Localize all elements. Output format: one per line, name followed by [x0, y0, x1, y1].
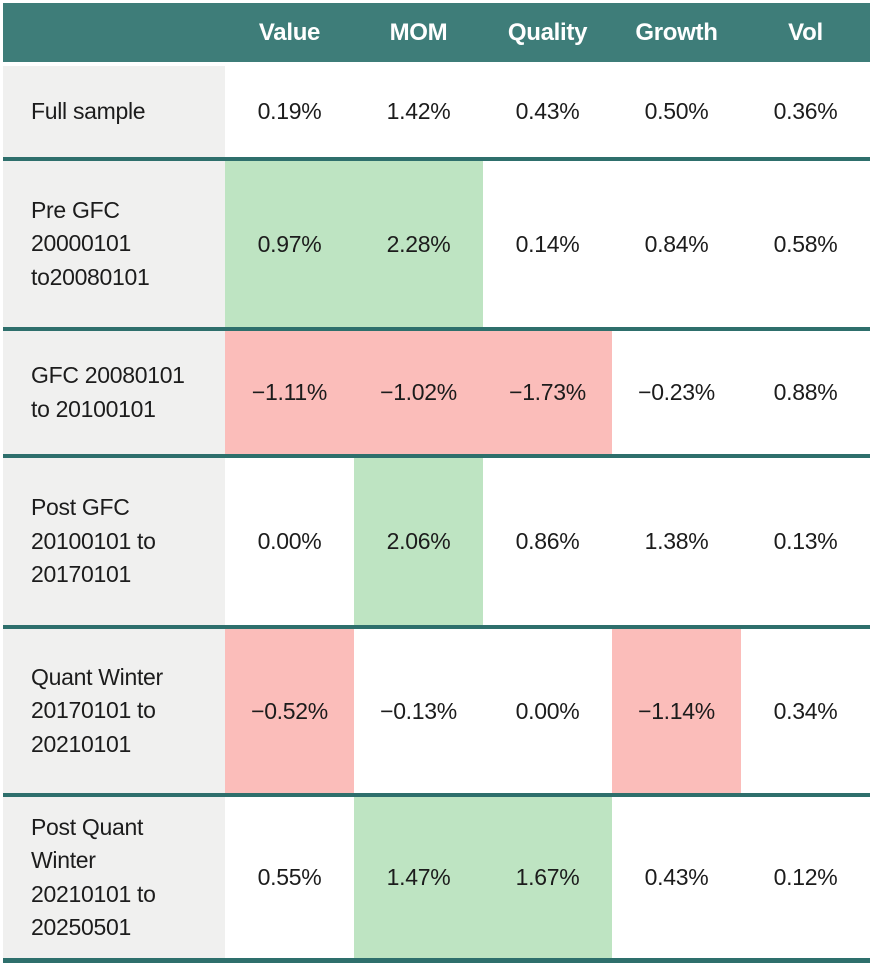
table-row-quant-winter: Quant Winter 20170101 to 20210101 −0.52%…: [3, 625, 870, 795]
column-header-value: Value: [225, 3, 354, 66]
value-cell: −0.13%: [354, 625, 483, 795]
value-cell: 0.97%: [225, 157, 354, 329]
row-label: Post GFC 20100101 to 20170101: [3, 454, 225, 627]
value-cell: 0.50%: [612, 64, 741, 159]
value-cell: −0.23%: [612, 327, 741, 456]
value-cell: 0.55%: [225, 793, 354, 963]
column-header-quality: Quality: [483, 3, 612, 66]
column-header-vol: Vol: [741, 3, 870, 66]
row-label: GFC 20080101 to 20100101: [3, 327, 225, 456]
table-row-post-quant-winter: Post Quant Winter 20210101 to 20250501 0…: [3, 793, 870, 963]
value-cell: 0.86%: [483, 454, 612, 627]
value-cell: 0.88%: [741, 327, 870, 456]
value-cell: 2.28%: [354, 157, 483, 329]
value-cell: 0.13%: [741, 454, 870, 627]
value-cell: −1.02%: [354, 327, 483, 456]
row-label: Post Quant Winter 20210101 to 20250501: [3, 793, 225, 963]
corner-cell: [3, 3, 225, 66]
value-cell: −1.14%: [612, 625, 741, 795]
value-cell: 0.14%: [483, 157, 612, 329]
table-row-post-gfc: Post GFC 20100101 to 20170101 0.00% 2.06…: [3, 454, 870, 627]
row-label: Quant Winter 20170101 to 20210101: [3, 625, 225, 795]
value-cell: 1.38%: [612, 454, 741, 627]
value-cell: 0.43%: [612, 793, 741, 963]
value-cell: 0.58%: [741, 157, 870, 329]
value-cell: 0.36%: [741, 64, 870, 159]
row-label: Full sample: [3, 64, 225, 159]
value-cell: 0.19%: [225, 64, 354, 159]
column-header-mom: MOM: [354, 3, 483, 66]
value-cell: 1.42%: [354, 64, 483, 159]
value-cell: 1.47%: [354, 793, 483, 963]
value-cell: −1.73%: [483, 327, 612, 456]
value-cell: 0.43%: [483, 64, 612, 159]
value-cell: 2.06%: [354, 454, 483, 627]
value-cell: 1.67%: [483, 793, 612, 963]
column-header-growth: Growth: [612, 3, 741, 66]
value-cell: 0.00%: [225, 454, 354, 627]
table-row-pre-gfc: Pre GFC 20000101 to20080101 0.97% 2.28% …: [3, 157, 870, 329]
header-row: Value MOM Quality Growth Vol: [3, 3, 870, 66]
table-row-full-sample: Full sample 0.19% 1.42% 0.43% 0.50% 0.36…: [3, 64, 870, 159]
table-row-gfc: GFC 20080101 to 20100101 −1.11% −1.02% −…: [3, 327, 870, 456]
row-label: Pre GFC 20000101 to20080101: [3, 157, 225, 329]
value-cell: −0.52%: [225, 625, 354, 795]
value-cell: 0.12%: [741, 793, 870, 963]
value-cell: 0.00%: [483, 625, 612, 795]
performance-table: Value MOM Quality Growth Vol Full sample…: [3, 3, 870, 963]
value-cell: 0.84%: [612, 157, 741, 329]
value-cell: 0.34%: [741, 625, 870, 795]
value-cell: −1.11%: [225, 327, 354, 456]
